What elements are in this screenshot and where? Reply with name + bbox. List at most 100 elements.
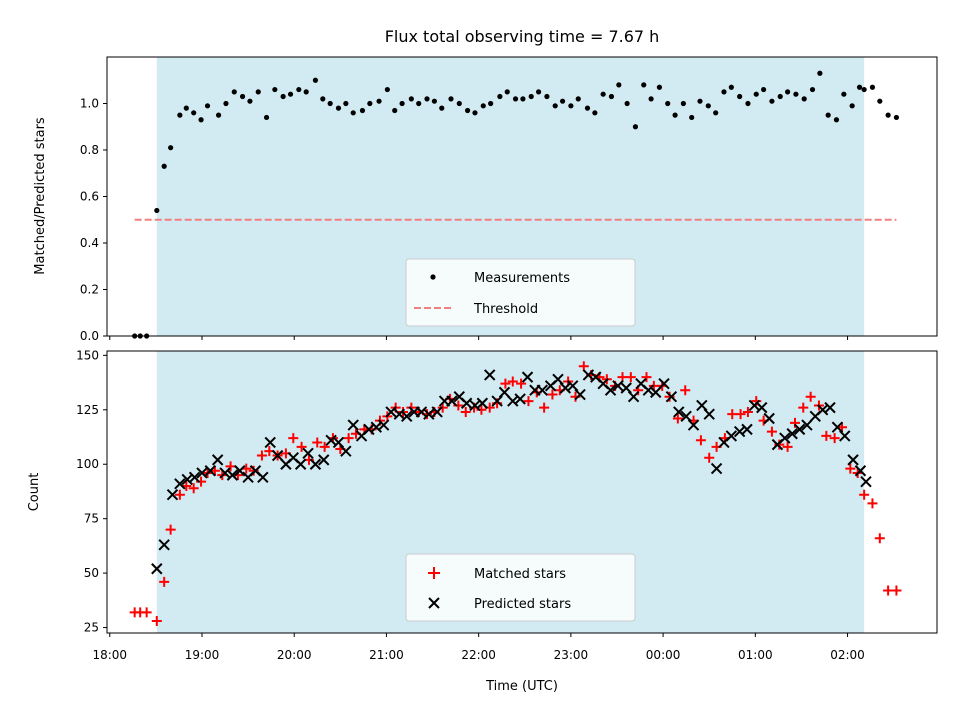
predicted-stars-point: [204, 465, 216, 477]
predicted-stars-point: [370, 421, 382, 433]
predicted-stars-point: [665, 391, 678, 403]
measurements-point: [528, 93, 534, 100]
measurements-point: [255, 89, 261, 95]
ratio-y-ticks: 0.0 0.2 0.4 0.6 0.8 1.0: [80, 97, 107, 343]
measurements-point: [367, 100, 373, 107]
matched-stars-point: [188, 483, 199, 494]
predicted-stars-point: [687, 419, 700, 431]
measurements-point: [456, 100, 462, 107]
count-legend: Matched stars Predicted stars: [405, 553, 636, 622]
count-x-tick-label: 23:00: [554, 648, 589, 662]
predicted-stars-point: [166, 489, 179, 501]
predicted-stars-point: [469, 399, 481, 412]
measurements-point: [335, 105, 342, 111]
predicted-stars-point: [816, 404, 829, 416]
ratio-legend: Measurements Threshold: [405, 258, 636, 327]
predicted-stars-point: [415, 406, 428, 418]
measurements-point: [520, 96, 526, 102]
measurements-point: [777, 93, 783, 100]
measurements-point: [641, 82, 647, 88]
chart-title: Flux total observing time = 7.67 h: [385, 27, 660, 46]
matched-stars-point: [516, 378, 527, 389]
legend-measurements-marker: [430, 274, 436, 280]
count-y-tick-label: 50: [84, 566, 99, 580]
predicted-stars-point: [521, 371, 534, 383]
measurements-point: [183, 105, 189, 111]
matched-stars-point: [523, 396, 534, 407]
ratio-y-tick-label: 0.8: [80, 143, 99, 157]
count-panel-frame: [106, 350, 938, 634]
matched-stars-point: [845, 463, 856, 474]
ratio-y-tick-label: 0.2: [80, 283, 99, 297]
measurements-point: [439, 105, 445, 111]
predicted-stars-point: [604, 384, 617, 396]
count-x-tick-label: 19:00: [185, 648, 220, 662]
ratio-legend-box: [405, 258, 636, 327]
predicted-stars-point: [181, 473, 193, 486]
predicted-stars-point: [234, 465, 246, 477]
measurements-point: [191, 110, 197, 116]
ratio-marks: [132, 70, 900, 339]
count-x-ticks: 18:00 19:00 20:00 21:00 22:00 23:00 00:00 01:00…: [92, 633, 865, 662]
predicted-stars-point: [385, 406, 397, 418]
ratio-y-tick-label: 1.0: [80, 97, 99, 111]
measurements-point: [672, 112, 678, 118]
measurements-point: [280, 93, 286, 100]
count-y-tick-label: 125: [76, 403, 99, 417]
count-marks: [129, 361, 902, 627]
measurements-point: [833, 117, 840, 123]
measurements-point: [809, 86, 816, 93]
matched-stars-point: [225, 461, 236, 472]
ratio-y-axis-label: Matched/Predicted stars: [33, 117, 48, 275]
measurements-point: [296, 86, 302, 93]
predicted-stars-point: [824, 401, 836, 414]
matched-stars-point: [312, 437, 323, 448]
measurements-point: [761, 86, 767, 93]
count-y-ticks: 25 50 75 100 125 150: [76, 348, 107, 635]
predicted-stars-point: [302, 447, 314, 460]
measurements-point: [841, 91, 847, 97]
legend-matched-marker: [428, 567, 440, 579]
measurements-point: [665, 100, 671, 107]
matched-stars-point: [547, 389, 558, 400]
measurements-point: [632, 124, 639, 130]
ratio-y-tick-label: 0.6: [80, 190, 99, 204]
measurements-point: [480, 103, 486, 109]
measurements-point: [416, 100, 422, 107]
measurements-point: [753, 91, 759, 97]
predicted-stars-point: [151, 563, 163, 575]
predicted-stars-point: [793, 423, 806, 436]
predicted-stars-point: [847, 454, 859, 466]
measurements-point: [600, 91, 606, 97]
matched-stars-point: [141, 607, 152, 618]
x-axis-label: Time (UTC): [485, 679, 558, 694]
predicted-stars-point: [536, 384, 548, 396]
count-legend-box: [405, 553, 636, 622]
count-y-tick-label: 100: [76, 457, 99, 471]
legend-predicted-marker: [428, 597, 440, 609]
matched-stars-point: [500, 378, 511, 389]
count-x-tick-label: 01:00: [738, 648, 773, 662]
measurements-point: [817, 70, 823, 76]
predicted-stars-point: [756, 401, 768, 414]
measurements-point: [801, 96, 807, 102]
predicted-stars-point: [612, 380, 624, 392]
count-x-tick-label: 02:00: [830, 648, 865, 662]
measurements-point: [737, 93, 743, 100]
predicted-stars-point: [725, 430, 738, 442]
predicted-stars-point: [582, 369, 595, 381]
measurements-point: [504, 89, 510, 95]
matched-stars-point: [664, 391, 675, 402]
matched-stars-point: [867, 498, 878, 509]
predicted-stars-point: [393, 408, 406, 420]
measurements-point: [384, 86, 390, 93]
count-x-tick-label: 21:00: [369, 648, 404, 662]
predicted-stars-point: [423, 408, 435, 420]
predicted-stars-point: [650, 386, 662, 399]
predicted-stars-point: [196, 467, 208, 479]
predicted-stars-point: [733, 425, 746, 438]
matched-stars-point: [159, 576, 170, 587]
predicted-stars-point: [271, 449, 284, 462]
legend-threshold-label: Threshold: [473, 302, 538, 317]
